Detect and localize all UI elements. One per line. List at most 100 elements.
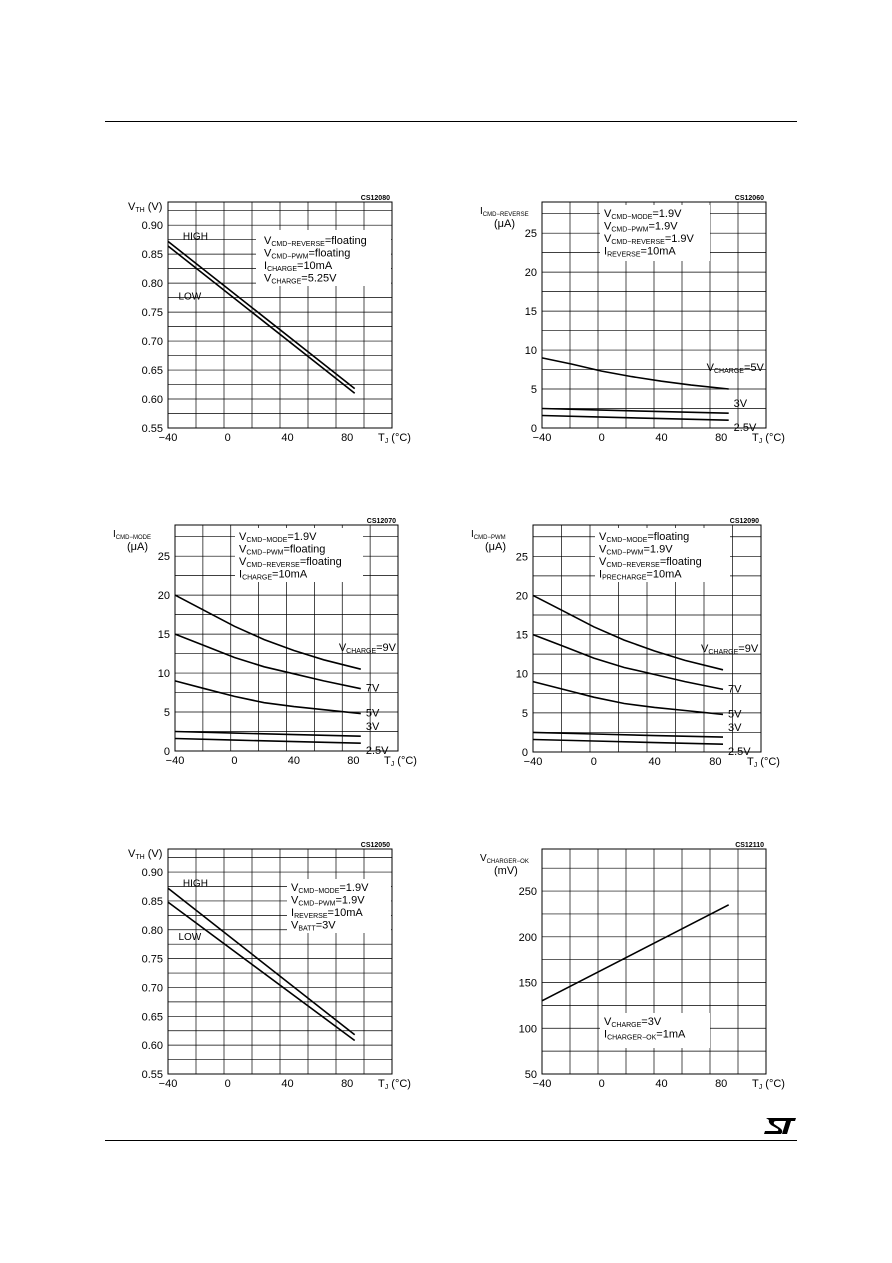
x-tick-label: 40 [648,756,660,768]
y-tick-label: 20 [525,267,537,279]
y-tick-label: 10 [525,345,537,357]
y-tick-label: 0.80 [142,278,163,290]
x-tick-label: 0 [231,755,237,767]
y-axis-unit: (μA) [127,541,148,553]
y-tick-label: 0.90 [142,220,163,232]
plot-frame [167,201,393,429]
x-tick-label: 40 [281,1078,293,1090]
condition-label: VCMD−REVERSE=floating [264,235,367,248]
series-line [174,680,361,715]
series-label: 3V [728,722,742,734]
x-tick-label: 0 [225,432,231,444]
y-axis-label: VCHARGER−OK [480,853,529,865]
region-annotation: LOW [178,291,201,302]
region-annotation: HIGH [183,879,208,890]
x-tick-label: 80 [715,1078,727,1090]
x-tick-label: 80 [347,755,359,767]
conditions-box [287,879,391,933]
x-axis-label: TJ (°C) [378,432,411,445]
x-tick-label: −40 [159,1078,178,1090]
x-tick-label: −40 [159,432,178,444]
series-line [174,633,361,690]
y-tick-label: 0.85 [142,896,163,908]
y-tick-label: 0.55 [142,1069,163,1081]
chart-code-label: CS12070 [367,518,396,525]
x-tick-label: 40 [655,1078,667,1090]
y-tick-label: 0.80 [142,925,163,937]
condition-label: VCHARGE=5.25V [264,273,337,286]
y-axis-unit: (mV) [494,865,518,877]
y-axis-label: ICMD−PWM [471,529,506,541]
series-line [532,738,724,745]
y-tick-label: 200 [519,932,537,944]
chart-code-label: CS12090 [730,518,759,525]
condition-label: VCMD−PWM=floating [239,544,325,557]
x-tick-label: 80 [709,756,721,768]
plot-frame [167,848,393,1075]
series-line [541,414,729,421]
series-label: 3V [366,721,380,733]
x-tick-label: −40 [166,755,185,767]
series-label: 2.5V [366,745,389,757]
condition-label: VCHARGE=3V [604,1016,662,1029]
plot-frame [541,848,767,1075]
series-line [541,357,729,390]
y-tick-label: 25 [516,551,528,563]
y-tick-label: 0.65 [142,1011,163,1023]
y-tick-label: 15 [158,629,170,641]
y-tick-label: 15 [516,630,528,642]
y-tick-label: 0.75 [142,307,163,319]
y-axis-unit: (μA) [485,541,506,553]
y-axis-label: ICMD−REVERSE [480,206,529,218]
series-line [532,731,724,738]
condition-label: VCMD−REVERSE=1.9V [604,233,695,246]
footer-rule [105,1140,797,1141]
series-line [174,730,361,737]
condition-label: VCMD−MODE=1.9V [239,531,317,544]
x-tick-label: −40 [533,1078,552,1090]
series-line [174,737,361,744]
conditions-box [600,205,710,261]
y-tick-label: 0.65 [142,365,163,377]
y-tick-label: 0.60 [142,1040,163,1052]
y-tick-label: 0.70 [142,336,163,348]
y-tick-label: 25 [525,228,537,240]
condition-label: VCMD−REVERSE=floating [599,556,702,569]
y-tick-label: 5 [531,384,537,396]
series-label: 3V [734,398,748,410]
y-tick-label: 0.55 [142,423,163,435]
condition-label: IREVERSE=10mA [291,907,363,920]
plot-frame [532,524,762,753]
series-line [541,407,729,414]
x-axis-label: TJ (°C) [384,755,417,768]
condition-label: VBATT=3V [291,920,336,933]
series-line [167,901,356,1042]
region-annotation: HIGH [183,232,208,243]
y-tick-label: 0 [531,423,537,435]
y-tick-label: 0.60 [142,394,163,406]
condition-label: VCMD−PWM=floating [264,248,350,261]
series-label: 2.5V [728,746,751,758]
condition-label: IREVERSE=10mA [604,246,676,259]
series-line [541,904,730,1002]
chart-code-label: CS12080 [361,195,390,202]
st-logo-icon [764,1118,796,1134]
condition-label: VCMD−REVERSE=floating [239,556,342,569]
series-line [532,594,724,671]
plot-frame [541,201,767,429]
conditions-box [600,1013,710,1048]
x-tick-label: 80 [715,432,727,444]
y-tick-label: 250 [519,886,537,898]
y-tick-label: 150 [519,978,537,990]
conditions-box [235,528,363,582]
x-tick-label: 0 [599,1078,605,1090]
y-tick-label: 0.70 [142,982,163,994]
series-label: VCHARGE=9V [701,643,759,656]
x-tick-label: 0 [225,1078,231,1090]
y-tick-label: 5 [522,708,528,720]
y-axis-label: ICMD−MODE [113,529,151,541]
series-label: 5V [366,708,380,720]
